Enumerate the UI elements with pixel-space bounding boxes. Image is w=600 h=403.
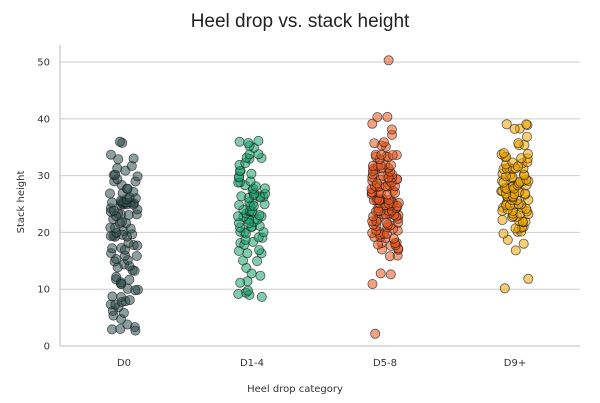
data-point [522, 148, 533, 159]
data-point [246, 168, 257, 179]
data-point [392, 200, 403, 211]
axes [59, 45, 580, 347]
y-tick-label: 10 [37, 285, 50, 296]
data-point [510, 245, 521, 256]
data-point [107, 243, 118, 254]
data-point [521, 119, 532, 130]
data-point [130, 285, 141, 296]
data-point [236, 191, 247, 202]
data-point [376, 149, 387, 160]
data-point [384, 251, 395, 262]
x-tick-label: D5-8 [373, 358, 397, 369]
data-point [498, 228, 509, 239]
data-point [252, 256, 263, 267]
data-point [132, 240, 143, 251]
x-tick-label: D1-4 [240, 358, 264, 369]
x-tick-label: D9+ [504, 358, 526, 369]
data-point [520, 188, 531, 199]
data-point [124, 295, 135, 306]
data-point [367, 118, 378, 129]
data-point [130, 325, 141, 336]
data-point [122, 319, 133, 330]
data-point [132, 171, 143, 182]
data-point [385, 269, 396, 280]
data-point [367, 278, 378, 289]
y-tick-labels: 0 10 20 30 40 50 [37, 58, 50, 353]
data-point [107, 197, 118, 208]
y-axis-label: Stack height [16, 171, 27, 234]
data-point [112, 163, 123, 174]
data-point [240, 228, 251, 239]
y-tick-label: 20 [37, 228, 50, 239]
data-point [370, 328, 381, 339]
data-point [111, 271, 122, 282]
data-point [382, 111, 393, 122]
data-point [381, 217, 392, 228]
data-point [234, 200, 245, 211]
data-point [383, 55, 394, 66]
x-tick-labels: D0 D1-4 D5-8 D9+ [117, 358, 526, 369]
data-point [113, 154, 124, 165]
data-point [386, 124, 397, 135]
data-point [518, 238, 529, 249]
data-point [243, 137, 254, 148]
data-point [242, 248, 253, 259]
data-point [501, 119, 512, 130]
chart-title: Heel drop vs. stack height [191, 11, 410, 32]
x-axis-label: Heel drop category [247, 384, 343, 395]
data-point [233, 288, 244, 299]
y-tick-label: 0 [44, 342, 50, 353]
data-point [522, 131, 533, 142]
data-point [378, 137, 389, 148]
data-point [243, 218, 254, 229]
data-point [259, 183, 270, 194]
data-point [107, 291, 118, 302]
data-point [256, 291, 267, 302]
data-point [375, 268, 386, 279]
data-point [387, 150, 398, 161]
data-point [499, 283, 510, 294]
y-tick-label: 50 [37, 58, 50, 69]
grid-lines [60, 61, 580, 290]
data-point [105, 188, 116, 199]
y-tick-label: 40 [37, 114, 50, 125]
data-points [105, 55, 534, 339]
data-point [255, 270, 266, 281]
data-point [124, 274, 135, 285]
data-point [114, 136, 125, 147]
data-point [498, 148, 509, 159]
data-point [122, 183, 133, 194]
data-point [123, 209, 134, 220]
data-point [254, 245, 265, 256]
x-tick-label: D0 [117, 358, 131, 369]
data-point [106, 149, 117, 160]
data-point [253, 135, 264, 146]
data-point [372, 112, 383, 123]
data-point [369, 138, 380, 149]
data-point [242, 285, 253, 296]
data-point [235, 277, 246, 288]
data-point [234, 136, 245, 147]
data-point [128, 153, 139, 164]
data-point [115, 323, 126, 334]
data-point [116, 291, 127, 302]
y-tick-label: 30 [37, 171, 50, 182]
data-point [509, 123, 520, 134]
data-point [513, 138, 524, 149]
data-point [248, 201, 259, 212]
data-point [523, 273, 534, 284]
data-point [237, 255, 248, 266]
data-point [107, 324, 118, 335]
data-point [497, 214, 508, 225]
data-point [131, 250, 142, 261]
